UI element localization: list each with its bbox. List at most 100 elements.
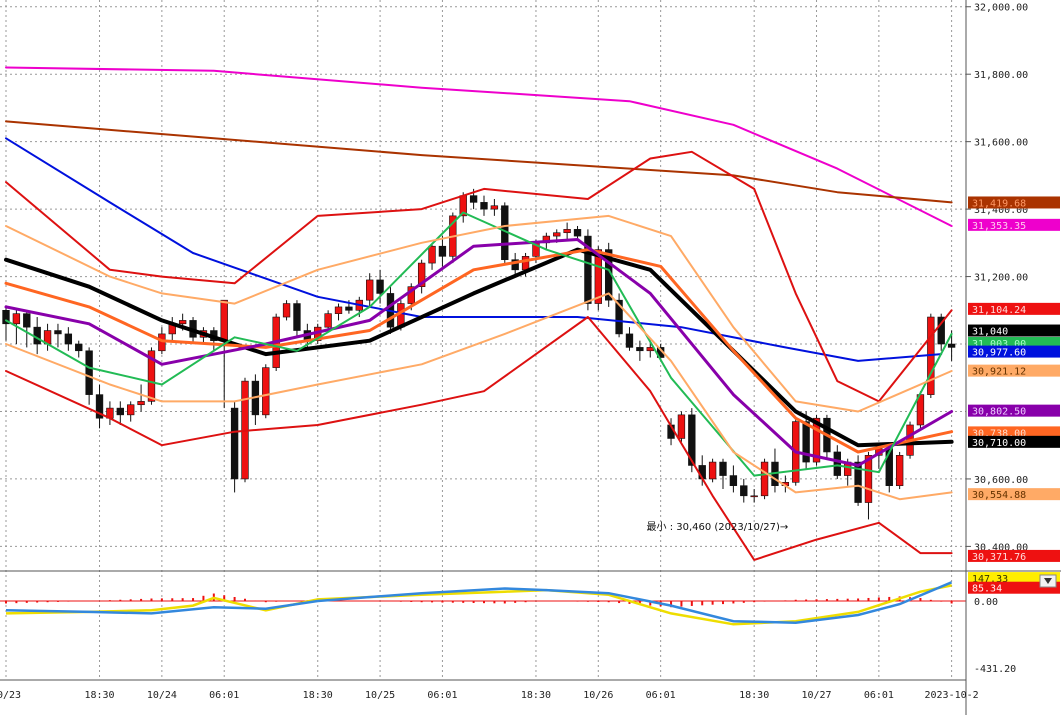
- candle-body: [345, 306, 353, 311]
- price-tag-label: 31,104.24: [972, 305, 1026, 316]
- price-tag-label: 30,554.88: [972, 490, 1026, 501]
- time-tick-label: 06:01: [209, 690, 239, 701]
- candle-body: [553, 232, 561, 237]
- candle-body: [812, 417, 821, 463]
- price-tag-label: 30,977.60: [972, 348, 1026, 359]
- price-tags-layer: 31,419.68 31,353.35 31,104.24 31,04031,003.…: [968, 196, 1060, 595]
- time-tick-label: 18:30: [739, 690, 769, 701]
- price-tag-box: [968, 324, 1060, 337]
- macd-tick-label: -431.20: [974, 664, 1016, 675]
- candle-body: [178, 320, 187, 325]
- time-tick-label: 10/26: [583, 690, 613, 701]
- price-tag-box: [968, 196, 1060, 209]
- candle-body: [563, 229, 571, 234]
- candle-body: [469, 195, 478, 203]
- indicator-line: [5, 211, 953, 477]
- candle-body: [33, 326, 41, 345]
- price-tag-box: [968, 435, 1060, 448]
- time-tick-label: 18:30: [84, 690, 114, 701]
- macd-signal-line: [5, 581, 953, 624]
- candle-body: [636, 347, 644, 352]
- macd-tag-label: 147.33: [972, 574, 1008, 585]
- candle-body: [750, 495, 758, 498]
- price-tag-label: 30,921.12: [972, 367, 1026, 378]
- indicator-line: [5, 316, 953, 561]
- indicator-line: [4, 248, 954, 454]
- candle-body: [230, 407, 239, 480]
- candle-body: [127, 404, 135, 416]
- price-tick-label: 32,000.00: [974, 3, 1028, 14]
- price-tag-box: [968, 302, 1060, 315]
- price-tag-label: 30,802.50: [972, 407, 1026, 418]
- candle-body: [521, 256, 530, 271]
- macd-tick-label: 0.00: [974, 597, 998, 608]
- candle-body: [438, 245, 447, 257]
- chevron-down-icon: [1044, 578, 1052, 584]
- indicator-line: [5, 292, 953, 501]
- candle-body: [54, 330, 62, 335]
- price-tag-box: [968, 364, 1060, 377]
- candle-body: [147, 350, 156, 402]
- candle-body: [262, 367, 270, 416]
- price-tag-label: 30,738.00: [972, 428, 1026, 439]
- price-tag-label: 30,710.00: [972, 438, 1026, 449]
- macd-tag-box: [968, 572, 1060, 585]
- price-tick-label: 30,400.00: [974, 542, 1028, 553]
- candle-body: [428, 245, 436, 264]
- candle-body: [64, 333, 73, 345]
- indicator-line: [4, 247, 954, 448]
- candle-body: [334, 306, 343, 314]
- macd-tag-box: [968, 581, 1060, 594]
- candle-body: [220, 299, 228, 341]
- candle-body: [282, 303, 291, 318]
- candle-body: [802, 421, 810, 463]
- min-annotation: 最小 : 30,460 (2023/10/27)→: [647, 521, 789, 533]
- panel-dropdown-button[interactable]: [1039, 574, 1057, 588]
- candle-body: [85, 350, 93, 395]
- indicator-line: [5, 120, 953, 204]
- time-tick-label: 18:30: [303, 690, 333, 701]
- indicator-lines: [4, 66, 954, 561]
- candle-body: [95, 394, 104, 419]
- price-tag-label: 31,353.35: [972, 221, 1026, 232]
- price-tag-box: [968, 488, 1060, 501]
- time-tick-label: 2023-10-2: [925, 690, 979, 701]
- candle-body: [324, 313, 332, 328]
- candle-body: [573, 229, 582, 237]
- price-tick-label: 31,200.00: [974, 273, 1028, 284]
- price-tag-box: [968, 426, 1060, 439]
- candle-body: [947, 343, 956, 348]
- price-tag-box: [968, 549, 1060, 562]
- price-tick-label: 31,400.00: [974, 205, 1028, 216]
- price-tag-label: 31,003.00: [972, 339, 1026, 350]
- price-tick-label: 31,600.00: [974, 138, 1028, 149]
- candle-body: [895, 455, 904, 486]
- candle-body: [407, 286, 415, 304]
- candle-body: [376, 279, 384, 294]
- candle-body: [584, 235, 592, 304]
- candle-body: [719, 461, 727, 476]
- candle-body: [23, 313, 31, 328]
- candle-body: [937, 316, 945, 345]
- macd-line: [5, 584, 952, 626]
- candle-body: [625, 333, 634, 348]
- indicator-line: [4, 238, 954, 467]
- macd-panel: [0, 581, 966, 626]
- time-tick-label: 06:01: [864, 690, 894, 701]
- price-tag-label: 30,371.76: [972, 552, 1026, 563]
- candle-body: [12, 313, 21, 325]
- candle-body: [116, 407, 124, 416]
- indicator-line: [5, 66, 953, 227]
- candle-body: [688, 414, 696, 466]
- candle-body: [864, 455, 873, 503]
- time-tick-label: 06:01: [427, 690, 457, 701]
- time-tick-label: 10/27: [801, 690, 831, 701]
- price-tag-label: 31,419.68: [972, 198, 1026, 209]
- candle-body: [490, 205, 499, 210]
- indicator-line: [5, 150, 953, 403]
- candle-body: [366, 279, 374, 301]
- price-tag-label: 31,040: [972, 327, 1008, 338]
